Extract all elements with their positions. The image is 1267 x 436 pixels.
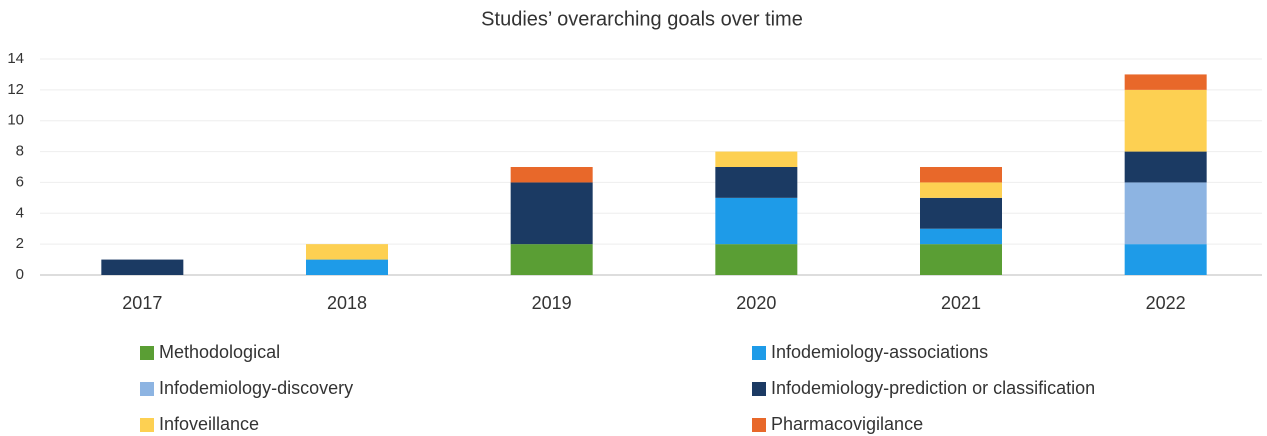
x-tick-label: 2022	[1146, 293, 1186, 313]
legend-swatch	[140, 382, 154, 396]
legend-label: Methodological	[159, 342, 280, 362]
chart-title: Studies’ overarching goals over time	[481, 8, 803, 30]
y-tick-label: 4	[16, 204, 24, 221]
bar-segment	[306, 259, 388, 275]
bar-segment	[1124, 182, 1207, 245]
legend-swatch	[752, 346, 766, 360]
bar-segment	[1124, 244, 1207, 275]
legend-swatch	[752, 418, 766, 432]
bar-segment	[101, 259, 184, 275]
x-tick-label: 2017	[122, 293, 162, 313]
bar-segment	[920, 197, 1002, 229]
bar-segment	[920, 182, 1002, 198]
bar-segment	[715, 244, 798, 275]
y-tick-label: 8	[16, 143, 24, 160]
x-tick-label: 2021	[941, 293, 981, 313]
bar-segment	[715, 197, 798, 245]
bar-segment	[715, 151, 798, 167]
bar-segment	[715, 167, 798, 198]
bar-segment	[920, 228, 1002, 245]
bar-segment	[920, 167, 1002, 183]
x-tick-label: 2018	[327, 293, 367, 313]
y-tick-label: 14	[7, 50, 24, 67]
y-tick-label: 12	[7, 81, 24, 98]
bar-segment	[510, 244, 593, 275]
y-tick-label: 6	[16, 173, 24, 190]
y-tick-label: 10	[7, 112, 24, 129]
y-tick-label: 0	[16, 266, 24, 283]
legend-swatch	[752, 382, 766, 396]
legend-swatch	[140, 346, 154, 360]
legend-label: Infodemiology-associations	[771, 342, 988, 362]
legend-swatch	[140, 418, 154, 432]
x-tick-label: 2020	[736, 293, 776, 313]
legend-label: Infodemiology-prediction or classificati…	[771, 378, 1095, 398]
y-tick-label: 2	[16, 235, 24, 252]
legend-label: Infoveillance	[159, 414, 259, 434]
legend-label: Infodemiology-discovery	[159, 378, 353, 398]
legend-label: Pharmacovigilance	[771, 414, 923, 434]
bar-segment	[1124, 151, 1207, 183]
x-tick-label: 2019	[532, 293, 572, 313]
bar-segment	[920, 244, 1002, 275]
bar-segment	[306, 244, 388, 260]
bar-segment	[1124, 74, 1207, 90]
bar-segment	[510, 182, 593, 245]
bar-segment	[510, 167, 593, 183]
bar-segment	[1124, 89, 1207, 152]
